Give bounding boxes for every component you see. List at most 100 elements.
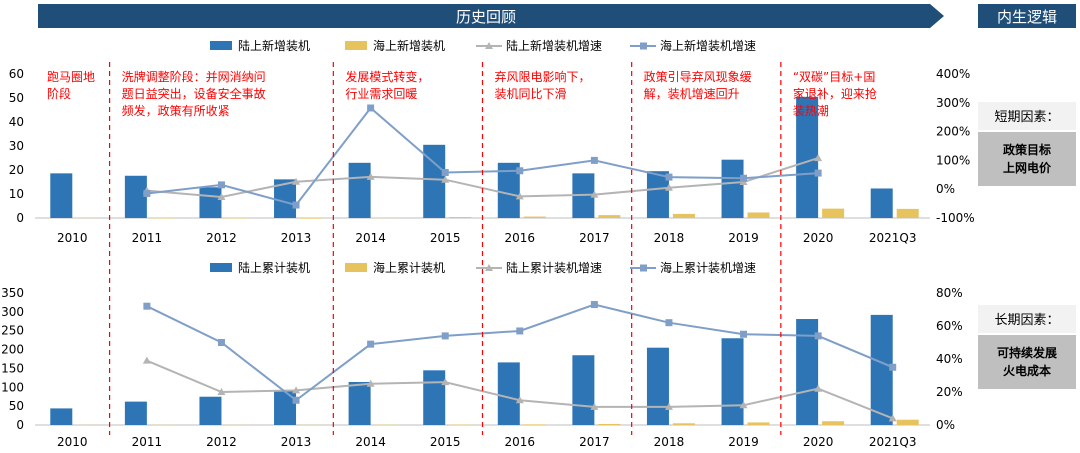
phase-annotation: 发展模式转变， 行业需求回暖 [345,69,429,101]
point-海上累计装机增速 [740,330,748,338]
x-tick-label: 2020 [803,231,834,245]
legend-swatch [210,263,232,272]
phase-annotation-line: 装机同比下滑 [495,87,567,101]
point-海上新增装机增速 [292,201,300,209]
point-海上新增装机增速 [814,169,822,177]
y-right-tick-label: 100% [936,153,970,167]
point-陆上累计装机增速 [217,388,226,395]
y-left-tick-label: 20 [9,163,24,177]
phase-annotation-line: 阶段 [47,86,71,101]
x-tick-label: 2011 [132,231,163,245]
bar-海上新增装机-2018 [672,213,695,218]
bar-海上新增装机-2020 [822,208,845,218]
point-陆上累计装机增速 [664,402,673,410]
x-tick-label: 2013 [281,231,312,245]
bar-海上累计装机-2013 [300,424,323,426]
y-left-tick-label: 300 [1,305,24,319]
y-left-tick-label: 50 [9,399,24,413]
y-right-tick-label: -100% [936,211,975,225]
legend-marker [640,42,647,50]
bar-陆上新增装机-2021Q3 [870,188,893,218]
point-陆上累计装机增速 [739,401,748,409]
chart-panel-2: 0 50 100 150 200 250 300 350 0% 20% 40% 60% 80% 2010 2… [1,260,963,449]
phase-annotation-line: 装热潮 [793,103,829,118]
y-left-tick-label: 40 [9,115,24,129]
y-right-tick-label: 20% [936,385,963,399]
bar-海上新增装机-2021Q3 [896,208,919,218]
x-tick-label: 2017 [579,231,610,245]
y-right-tick-label: 0% [936,418,955,432]
y-right-tick-label: 400% [936,67,970,81]
bar-海上累计装机-2018 [672,423,695,425]
y-left-tick-label: 0 [16,211,24,225]
point-陆上新增装机增速 [590,190,599,198]
x-tick-label: 2019 [728,231,759,245]
bar-陆上新增装机-2015 [423,144,446,218]
bar-陆上累计装机-2018 [646,347,669,425]
point-海上新增装机增速 [441,168,449,176]
point-陆上累计装机增速 [441,378,450,386]
point-陆上新增装机增速 [292,177,301,185]
bar-海上新增装机-2019 [747,212,770,218]
x-tick-label: 2014 [355,231,386,245]
point-海上新增装机增速 [516,167,524,175]
bar-海上累计装机-2011 [150,424,173,426]
factor-title-bg [978,102,1076,130]
bar-海上新增装机-2016 [523,216,546,218]
bar-海上新增装机-2011 [150,217,173,219]
y-left-tick-label: 350 [1,286,24,300]
point-海上累计装机增速 [665,319,673,327]
point-陆上新增装机增速 [366,172,375,180]
y-left-tick-label: 200 [1,343,24,357]
bar-陆上新增装机-2019 [721,159,744,218]
phase-annotation-line: 弃风限电影响下， [495,69,591,84]
factor-title: 长期因素： [994,313,1059,328]
legend-label: 陆上新增装机增速 [506,38,602,53]
x-tick-label: 2011 [132,435,163,449]
point-陆上新增装机增速 [441,175,450,183]
bar-陆上累计装机-2011 [124,401,147,425]
y-left-tick-label: 0 [16,418,24,432]
bar-陆上新增装机-2011 [124,175,147,218]
point-海上累计装机增速 [143,302,151,310]
x-tick-label: 2014 [355,435,386,449]
x-tick-label: 2016 [505,231,536,245]
x-tick-label: 2017 [579,435,610,449]
bar-陆上累计装机-2013 [274,390,297,425]
point-陆上累计装机增速 [814,384,823,392]
point-海上新增装机增速 [143,190,151,198]
y-left-tick-label: 150 [1,361,24,375]
logic-banner-title: 内生逻辑 [997,8,1057,26]
y-right-tick-label: 60% [936,319,963,333]
x-tick-label: 2012 [206,231,237,245]
legend-label: 陆上累计装机 [238,260,310,275]
phase-annotation-line: 洗牌调整阶段：并网消纳问 [122,69,266,84]
y-right-tick-label: 40% [936,352,963,366]
x-tick-label: 2021Q3 [869,435,917,449]
phase-annotation-line: 题日益突出，设备安全事故 [122,86,266,101]
point-海上累计装机增速 [441,332,449,340]
point-海上累计装机增速 [889,363,897,371]
bar-海上累计装机-2020 [822,421,845,425]
bar-陆上累计装机-2020 [796,319,819,425]
point-海上累计装机增速 [367,340,375,348]
y-right-tick-label: 200% [936,125,970,139]
legend-label: 海上累计装机 [373,260,445,275]
point-海上新增装机增速 [590,156,598,164]
y-left-tick-label: 100 [1,380,24,394]
bar-陆上新增装机-2014 [348,162,371,218]
legend-swatch [210,41,232,50]
bar-海上累计装机-2014 [374,424,397,426]
bar-海上新增装机-2013 [300,218,323,219]
bar-陆上累计装机-2010 [50,408,73,425]
bar-陆上新增装机-2010 [50,173,73,218]
factor-body-bg [978,132,1076,186]
phase-annotation-line: 频发，政策有所收紧 [122,103,230,118]
x-tick-label: 2010 [57,435,88,449]
legend-marker [485,42,493,49]
x-tick-label: 2015 [430,231,461,245]
